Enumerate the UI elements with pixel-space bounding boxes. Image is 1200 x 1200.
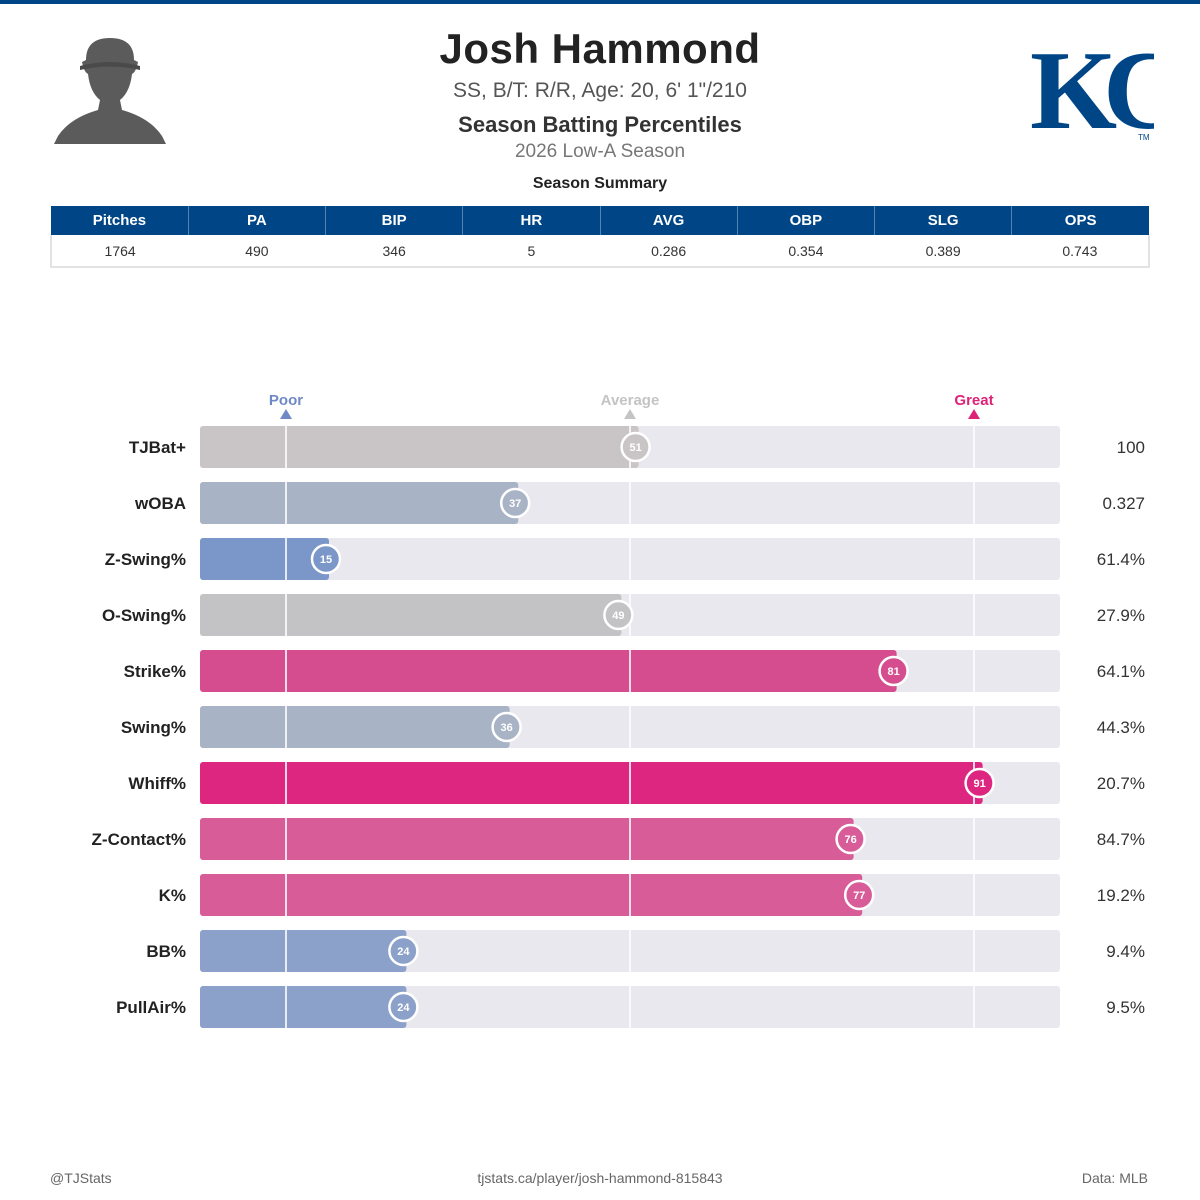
marker-triangle-icon	[968, 409, 980, 419]
summary-header-cell: AVG	[600, 206, 738, 235]
report-title: Season Batting Percentiles	[458, 112, 742, 137]
percentile-value-label: 36	[500, 722, 512, 734]
stat-value-label: 27.9%	[1097, 606, 1145, 625]
marker-triangle-icon	[280, 409, 292, 419]
stat-value-label: 100	[1117, 438, 1145, 457]
report-season: 2026 Low-A Season	[514, 141, 686, 162]
stat-value-label: 44.3%	[1097, 718, 1145, 737]
percentile-bar	[200, 762, 983, 804]
summary-value-cell: 0.743	[1011, 235, 1151, 268]
stat-value-label: 9.4%	[1106, 942, 1145, 961]
team-logo-letters: KC	[1030, 29, 1154, 144]
summary-value-cell: 1764	[49, 235, 189, 268]
stat-value-label: 20.7%	[1097, 774, 1145, 793]
percentile-bubble	[964, 767, 995, 799]
summary-header-cell: HR	[462, 206, 601, 235]
stat-value-label: 19.2%	[1097, 886, 1145, 905]
metric-label: TJBat+	[129, 438, 186, 457]
summary-value-row: 1764 490 346 5 0.286 0.354 0.389 0.743	[49, 235, 1151, 268]
footer-source: Data: MLB	[1081, 1170, 1148, 1186]
team-logo-tm: TM	[1138, 133, 1150, 142]
summary-value-cell: 0.286	[600, 235, 738, 268]
title-block: Josh Hammond SS, B/T: R/R, Age: 20, 6' 1…	[300, 24, 900, 164]
summary-header-cell: Pitches	[51, 206, 189, 235]
metric-label: Swing%	[121, 718, 186, 737]
summary-value-cell: 0.354	[737, 235, 875, 268]
percentile-bubble	[603, 599, 634, 631]
percentile-bubble	[491, 711, 522, 743]
summary-header-cell: SLG	[874, 206, 1013, 235]
metric-label: Z-Contact%	[92, 830, 186, 849]
stat-value-label: 64.1%	[1097, 662, 1145, 681]
percentile-bubble	[499, 487, 531, 519]
percentile-bar	[200, 874, 863, 916]
percentile-bubble	[878, 655, 909, 687]
percentile-value-label: 91	[973, 778, 985, 790]
summary-value-cell: 346	[325, 235, 463, 268]
percentile-value-label: 24	[397, 1002, 410, 1014]
metric-label: BB%	[146, 942, 186, 961]
footer-url: tjstats.ca/player/josh-hammond-815843	[477, 1170, 723, 1186]
stat-value-label: 0.327	[1102, 494, 1145, 513]
percentile-bar	[200, 706, 510, 748]
percentile-bar	[200, 818, 854, 860]
percentile-bar	[200, 426, 639, 468]
percentile-value-label: 77	[853, 890, 865, 902]
percentile-value-label: 37	[509, 498, 521, 510]
season-summary-table: Pitches PA BIP HR AVG OBP SLG OPS 1764 4…	[49, 206, 1151, 268]
summary-caption: Season Summary	[532, 175, 668, 192]
player-bio: SS, B/T: R/R, Age: 20, 6' 1"/210	[453, 79, 747, 102]
percentile-bar	[200, 930, 407, 972]
marker-label: Great	[954, 392, 993, 409]
metric-label: wOBA	[134, 494, 186, 513]
percentile-bubble	[843, 879, 875, 911]
percentile-value-label: 24	[397, 946, 410, 958]
summary-header-cell: OBP	[737, 206, 876, 235]
marker-label: Average	[601, 392, 660, 409]
percentile-bar	[200, 594, 622, 636]
summary-value-cell: 5	[462, 235, 600, 268]
team-logo: KC TM	[1030, 29, 1154, 144]
percentile-bubble	[620, 431, 651, 463]
summary-header-cell: BIP	[325, 206, 464, 235]
summary-header-cell: OPS	[1011, 206, 1149, 235]
marker-label: Poor	[269, 392, 303, 409]
summary-value-cell: 0.389	[874, 235, 1012, 268]
stat-value-label: 61.4%	[1097, 550, 1145, 569]
percentile-value-label: 49	[612, 610, 624, 622]
footer-credit: @TJStats	[50, 1170, 112, 1186]
player-name: Josh Hammond	[439, 25, 761, 72]
stat-value-label: 9.5%	[1106, 998, 1145, 1017]
player-headshot-silhouette	[54, 38, 166, 144]
stat-value-label: 84.7%	[1097, 830, 1145, 849]
percentile-value-label: 81	[887, 666, 899, 678]
percentile-bubble	[388, 991, 419, 1023]
top-accent-rule	[0, 0, 1200, 4]
percentile-value-label: 76	[844, 834, 856, 846]
metric-label: Strike%	[124, 662, 186, 681]
summary-header-cell: PA	[188, 206, 327, 235]
summary-header-row: Pitches PA BIP HR AVG OBP SLG OPS	[51, 206, 1149, 235]
percentile-chart: Poor Average Great TJBat+ 51 100 wOBA 37 0.327 Z-…	[92, 392, 1145, 1028]
percentile-bubble	[310, 543, 342, 575]
percentile-bar	[200, 538, 329, 580]
percentile-value-label: 15	[320, 554, 332, 566]
percentile-bubble	[835, 823, 866, 855]
percentile-bar	[200, 986, 407, 1028]
percentile-value-label: 51	[629, 442, 641, 454]
metric-label: Whiff%	[128, 774, 186, 793]
metric-label: Z-Swing%	[105, 550, 186, 569]
metric-label: PullAir%	[116, 998, 186, 1017]
marker-triangle-icon	[624, 409, 636, 419]
metric-label: O-Swing%	[102, 606, 186, 625]
percentile-bar	[200, 482, 519, 524]
metric-label: K%	[159, 886, 186, 905]
percentile-bubble	[388, 935, 419, 967]
summary-value-cell: 490	[188, 235, 326, 268]
percentile-bar	[200, 650, 897, 692]
